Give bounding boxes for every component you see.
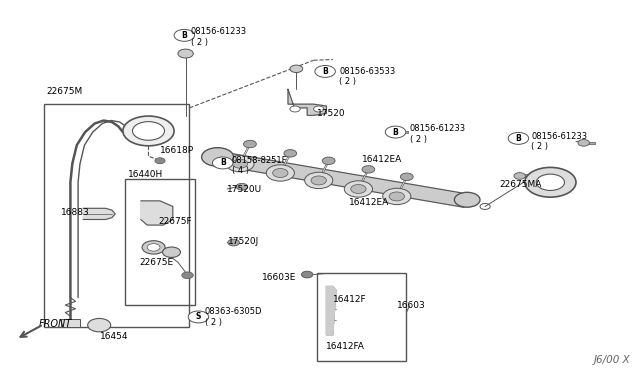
Circle shape <box>311 176 326 185</box>
Polygon shape <box>214 152 470 207</box>
Text: 16412F: 16412F <box>333 295 367 304</box>
Polygon shape <box>288 89 326 115</box>
Text: B: B <box>516 134 521 143</box>
Circle shape <box>232 159 248 168</box>
Circle shape <box>525 167 576 197</box>
Text: 22675E: 22675E <box>140 258 173 267</box>
Bar <box>522 174 529 177</box>
Circle shape <box>163 247 180 257</box>
Text: 16440H: 16440H <box>128 170 163 179</box>
Polygon shape <box>141 201 173 225</box>
Circle shape <box>536 174 564 190</box>
Text: J6/00 X: J6/00 X <box>594 355 630 365</box>
Text: 17520J: 17520J <box>228 237 259 246</box>
Circle shape <box>323 157 335 164</box>
Circle shape <box>351 185 366 193</box>
Text: B: B <box>393 128 398 137</box>
Circle shape <box>508 132 529 144</box>
Bar <box>401 131 408 133</box>
Text: 17520U: 17520U <box>227 185 262 194</box>
Circle shape <box>174 29 195 41</box>
Bar <box>181 51 190 54</box>
Text: 16618P: 16618P <box>160 146 194 155</box>
Circle shape <box>236 183 248 190</box>
Bar <box>61 319 80 327</box>
Circle shape <box>514 173 525 179</box>
Circle shape <box>191 313 203 320</box>
Bar <box>292 67 301 70</box>
Text: 16603E: 16603E <box>262 273 297 282</box>
Text: 16454: 16454 <box>100 332 128 341</box>
Circle shape <box>188 311 209 323</box>
Circle shape <box>182 272 193 279</box>
Text: B: B <box>323 67 328 76</box>
Circle shape <box>226 155 254 172</box>
Circle shape <box>383 188 411 205</box>
Text: 08156-61233
( 2 ): 08156-61233 ( 2 ) <box>410 124 466 144</box>
Text: 08156-63533
( 2 ): 08156-63533 ( 2 ) <box>339 67 396 86</box>
Circle shape <box>314 106 324 112</box>
Text: 08363-6305D
( 2 ): 08363-6305D ( 2 ) <box>205 307 262 327</box>
Circle shape <box>88 318 111 332</box>
Circle shape <box>401 173 413 180</box>
Circle shape <box>290 106 300 112</box>
Circle shape <box>284 150 297 157</box>
Circle shape <box>578 140 589 146</box>
Bar <box>587 142 595 144</box>
Text: 08158-8251F
( 4 ): 08158-8251F ( 4 ) <box>232 156 287 175</box>
Circle shape <box>266 165 294 181</box>
Text: FRONT: FRONT <box>38 320 72 329</box>
Circle shape <box>155 158 165 164</box>
Circle shape <box>385 126 406 138</box>
Circle shape <box>214 162 224 168</box>
Polygon shape <box>83 208 115 219</box>
Circle shape <box>389 192 404 201</box>
Circle shape <box>301 271 313 278</box>
Circle shape <box>344 181 372 197</box>
Text: 22675MA: 22675MA <box>499 180 541 189</box>
Circle shape <box>123 116 174 146</box>
Circle shape <box>142 241 165 254</box>
Text: 22675F: 22675F <box>159 217 193 226</box>
Circle shape <box>315 65 335 77</box>
Text: B: B <box>220 158 225 167</box>
Bar <box>44 104 189 327</box>
Circle shape <box>147 244 160 251</box>
Text: 17520: 17520 <box>317 109 346 118</box>
Circle shape <box>202 148 234 166</box>
Text: 22675M: 22675M <box>46 87 83 96</box>
Polygon shape <box>326 286 336 335</box>
Text: 16412EA: 16412EA <box>362 155 402 164</box>
Text: 16412FA: 16412FA <box>326 342 365 351</box>
Circle shape <box>228 239 239 246</box>
Bar <box>317 273 406 361</box>
Circle shape <box>273 169 288 177</box>
Text: B: B <box>182 31 187 40</box>
Circle shape <box>362 166 375 173</box>
Circle shape <box>290 65 303 73</box>
Circle shape <box>305 172 333 189</box>
Text: 16412EA: 16412EA <box>349 198 389 207</box>
Circle shape <box>244 140 257 148</box>
Text: 08156-61233
( 2 ): 08156-61233 ( 2 ) <box>531 132 588 151</box>
Text: 16883: 16883 <box>61 208 90 217</box>
Text: 08156-61233
( 2 ): 08156-61233 ( 2 ) <box>191 28 247 47</box>
Circle shape <box>212 157 233 169</box>
Circle shape <box>132 122 164 140</box>
Bar <box>125 179 195 305</box>
Text: 16603: 16603 <box>397 301 426 310</box>
Circle shape <box>454 192 480 207</box>
Text: S: S <box>196 312 201 321</box>
Circle shape <box>392 128 404 135</box>
Circle shape <box>178 49 193 58</box>
